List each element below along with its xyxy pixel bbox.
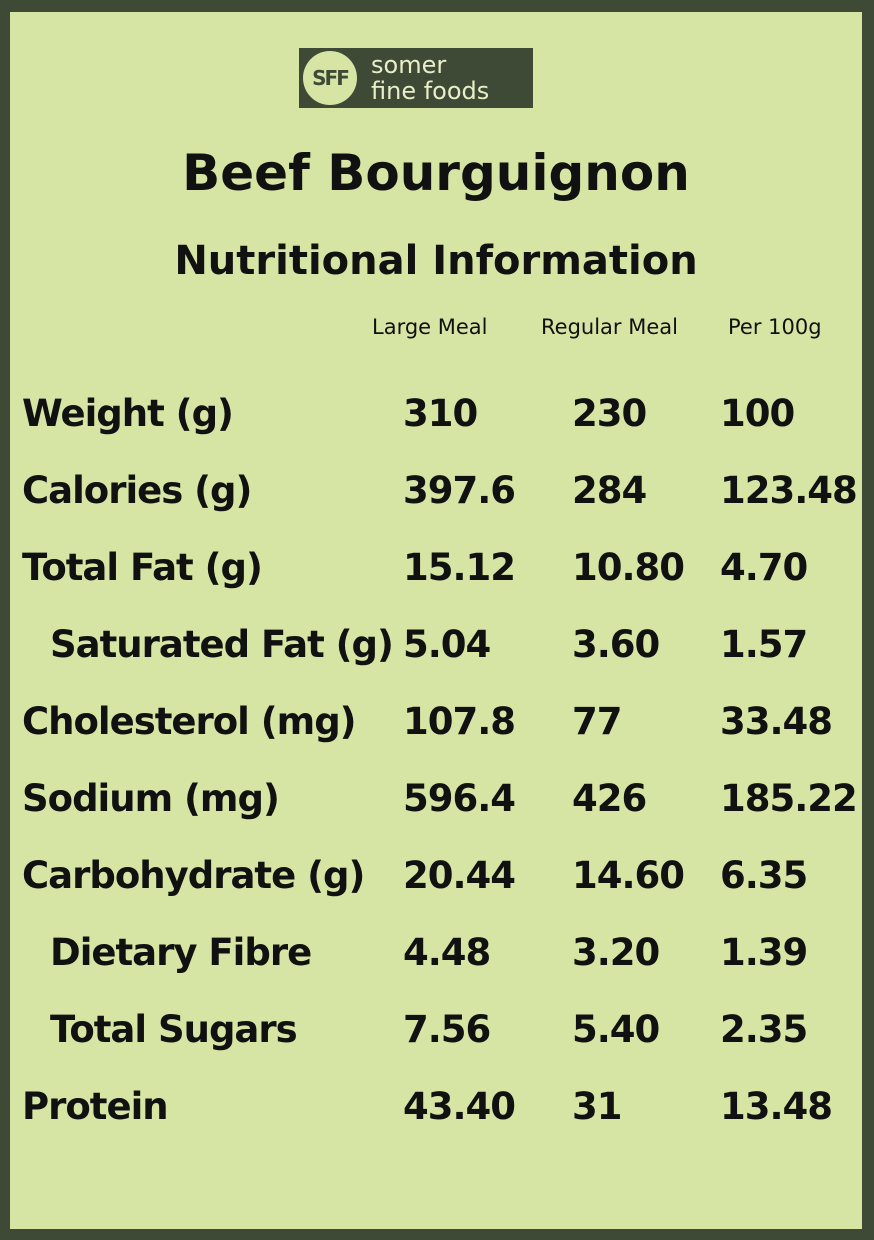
row-value-large-meal: 15.12 — [403, 546, 516, 589]
row-value-large-meal: 20.44 — [403, 854, 516, 897]
row-value-per-100g: 185.22 — [720, 777, 858, 820]
row-value-regular-meal: 3.20 — [572, 931, 660, 974]
row-value-per-100g: 4.70 — [720, 546, 808, 589]
row-value-regular-meal: 5.40 — [572, 1008, 660, 1051]
row-label: Total Fat (g) — [22, 546, 263, 589]
row-value-per-100g: 13.48 — [720, 1085, 833, 1128]
table-row: Calories (g) 397.6 284 123.48 — [10, 469, 862, 529]
table-row: Dietary Fibre 4.48 3.20 1.39 — [10, 931, 862, 991]
row-value-large-meal: 310 — [403, 392, 478, 435]
row-value-per-100g: 33.48 — [720, 700, 833, 743]
table-row: Protein 43.40 31 13.48 — [10, 1085, 862, 1145]
brand-name-line2: fine foods — [371, 77, 490, 105]
row-value-per-100g: 2.35 — [720, 1008, 808, 1051]
row-value-large-meal: 4.48 — [403, 931, 491, 974]
table-row: Total Sugars 7.56 5.40 2.35 — [10, 1008, 862, 1068]
row-value-per-100g: 1.39 — [720, 931, 808, 974]
column-header-regular-meal: Regular Meal — [541, 315, 678, 339]
row-value-large-meal: 397.6 — [403, 469, 516, 512]
table-row: Cholesterol (mg) 107.8 77 33.48 — [10, 700, 862, 760]
row-value-large-meal: 107.8 — [403, 700, 516, 743]
brand-name: somer fine foods — [371, 52, 489, 104]
page-title: Beef Bourguignon — [182, 144, 690, 202]
table-row: Weight (g) 310 230 100 — [10, 392, 862, 452]
table-row: Carbohydrate (g) 20.44 14.60 6.35 — [10, 854, 862, 914]
sff-monogram-icon: SFF — [303, 51, 357, 105]
column-header-per-100g: Per 100g — [728, 315, 822, 339]
row-label: Weight (g) — [22, 392, 234, 435]
nutrition-card: SFF somer fine foods Beef Bourguignon Nu… — [10, 12, 862, 1229]
brand-logo: SFF somer fine foods — [299, 48, 533, 108]
brand-name-line1: somer — [371, 51, 447, 79]
table-row: Total Fat (g) 15.12 10.80 4.70 — [10, 546, 862, 606]
page-subtitle: Nutritional Information — [174, 238, 698, 284]
row-label: Dietary Fibre — [50, 931, 312, 974]
table-row: Sodium (mg) 596.4 426 185.22 — [10, 777, 862, 837]
table-row: Saturated Fat (g) 5.04 3.60 1.57 — [10, 623, 862, 683]
row-value-large-meal: 596.4 — [403, 777, 516, 820]
row-label: Saturated Fat (g) — [50, 623, 394, 666]
row-value-regular-meal: 10.80 — [572, 546, 685, 589]
row-value-regular-meal: 426 — [572, 777, 647, 820]
row-value-large-meal: 7.56 — [403, 1008, 491, 1051]
row-value-regular-meal: 77 — [572, 700, 622, 743]
column-header-large-meal: Large Meal — [372, 315, 488, 339]
row-value-regular-meal: 31 — [572, 1085, 622, 1128]
row-value-large-meal: 5.04 — [403, 623, 491, 666]
row-label: Calories (g) — [22, 469, 252, 512]
row-value-regular-meal: 230 — [572, 392, 647, 435]
row-value-per-100g: 123.48 — [720, 469, 858, 512]
row-label: Sodium (mg) — [22, 777, 280, 820]
row-value-large-meal: 43.40 — [403, 1085, 516, 1128]
row-label: Protein — [22, 1085, 169, 1128]
row-label: Carbohydrate (g) — [22, 854, 365, 897]
row-value-per-100g: 100 — [720, 392, 795, 435]
row-value-regular-meal: 3.60 — [572, 623, 660, 666]
row-value-regular-meal: 284 — [572, 469, 647, 512]
row-label: Cholesterol (mg) — [22, 700, 357, 743]
row-value-per-100g: 1.57 — [720, 623, 808, 666]
row-value-per-100g: 6.35 — [720, 854, 808, 897]
row-label: Total Sugars — [50, 1008, 298, 1051]
row-value-regular-meal: 14.60 — [572, 854, 685, 897]
